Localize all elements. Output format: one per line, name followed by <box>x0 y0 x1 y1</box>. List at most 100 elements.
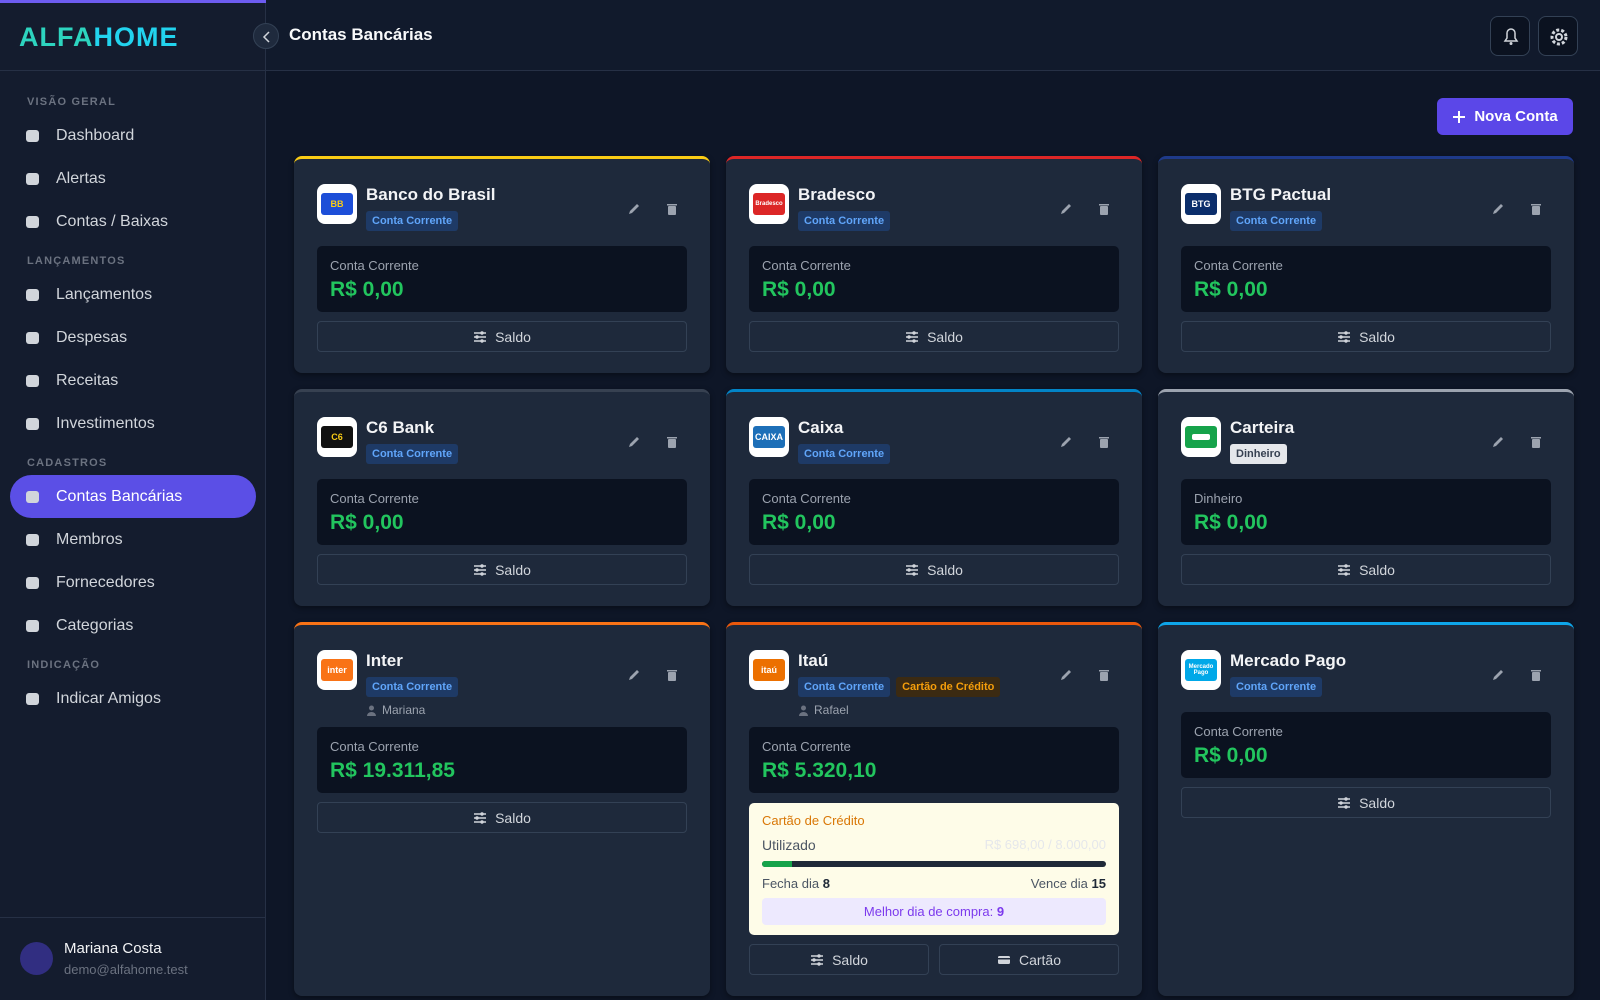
nav-item[interactable]: Lançamentos <box>10 273 256 316</box>
nav-item[interactable]: Contas Bancárias <box>10 475 256 518</box>
accounts-grid: BB Banco do Brasil Conta Corrente Conta Cor… <box>294 156 1574 996</box>
balance-value: R$ 0,00 <box>330 278 404 301</box>
delete-icon <box>1531 204 1541 215</box>
delete-icon <box>667 670 677 681</box>
closing-label: Fecha dia <box>762 876 820 891</box>
delete-button[interactable] <box>664 201 680 222</box>
nav-item[interactable]: Dashboard <box>10 114 256 157</box>
delete-button[interactable] <box>1528 434 1544 455</box>
delete-icon <box>1531 670 1541 681</box>
bank-logo: inter <box>317 650 357 690</box>
delete-button[interactable] <box>1096 434 1112 455</box>
tags: Conta Corrente <box>1230 211 1331 231</box>
card-info: Banco do Brasil Conta Corrente <box>366 184 495 244</box>
tag: Conta Corrente <box>366 444 459 464</box>
card-info: Caixa Conta Corrente <box>798 417 891 477</box>
action-label: Cartão <box>1018 951 1062 968</box>
action-button[interactable]: Saldo <box>317 554 687 585</box>
tag: Conta Corrente <box>1230 211 1323 231</box>
balance-box: Conta Corrente R$ 0,00 <box>749 479 1119 545</box>
bank-logo: BB <box>317 184 357 224</box>
edit-button[interactable] <box>626 434 642 455</box>
edit-button[interactable] <box>1490 667 1506 688</box>
action-label: Saldo <box>1359 561 1395 578</box>
edit-button[interactable] <box>1490 201 1506 222</box>
account-name: Inter <box>366 651 403 670</box>
account-card: itaú Itaú Conta Corrente Cartão de Crédito R… <box>726 622 1142 996</box>
tag: Conta Corrente <box>1230 677 1323 697</box>
balance-label: Conta Corrente <box>762 258 851 273</box>
nav-icon <box>26 619 39 632</box>
action-button[interactable]: Saldo <box>749 321 1119 352</box>
action-button[interactable]: Saldo <box>1181 787 1551 818</box>
edit-button[interactable] <box>626 201 642 222</box>
action-button[interactable]: Saldo <box>749 944 929 975</box>
balance-value: R$ 0,00 <box>330 511 404 534</box>
edit-button[interactable] <box>1490 434 1506 455</box>
nav-label: Categorias <box>56 616 134 634</box>
action-button[interactable]: Saldo <box>317 802 687 833</box>
account-name: C6 Bank <box>366 418 435 437</box>
sliders-icon <box>906 563 919 576</box>
new-account-button[interactable]: Nova Conta <box>1437 98 1573 135</box>
action-button[interactable]: Saldo <box>1181 321 1551 352</box>
settings-button[interactable] <box>1538 16 1578 56</box>
nav-item[interactable]: Categorias <box>10 604 256 647</box>
balance-box: Conta Corrente R$ 0,00 <box>317 246 687 312</box>
tags: Conta Corrente <box>1230 677 1346 697</box>
delete-button[interactable] <box>1528 201 1544 222</box>
delete-button[interactable] <box>1096 667 1112 688</box>
action-button[interactable]: Saldo <box>1181 554 1551 585</box>
delete-button[interactable] <box>1528 667 1544 688</box>
delete-icon <box>1099 437 1109 448</box>
card-actions <box>626 201 680 222</box>
action-label: Saldo <box>495 809 531 826</box>
bank-logo: BTG <box>1181 184 1221 224</box>
edit-button[interactable] <box>1058 434 1074 455</box>
nav-item[interactable]: Membros <box>10 518 256 561</box>
delete-icon <box>667 204 677 215</box>
collapse-button[interactable] <box>253 23 279 49</box>
balance-box: Conta Corrente R$ 0,00 <box>749 246 1119 312</box>
balance-label: Conta Corrente <box>1194 258 1283 273</box>
nav-item[interactable]: Contas / Baixas <box>10 200 256 243</box>
card-buttons: Saldo Cartão <box>749 944 1119 975</box>
card-info: Inter Conta Corrente Mariana <box>366 650 459 717</box>
used-amount: R$ 698,00 / 8.000,00 <box>984 837 1106 852</box>
card-buttons: Saldo <box>317 802 687 833</box>
nav-item[interactable]: Fornecedores <box>10 561 256 604</box>
tags: Conta Corrente <box>798 444 891 464</box>
card-buttons: Saldo <box>317 554 687 585</box>
card-actions <box>1058 434 1112 455</box>
notifications-button[interactable] <box>1490 16 1530 56</box>
action-button[interactable]: Saldo <box>317 321 687 352</box>
edit-button[interactable] <box>1058 201 1074 222</box>
action-button[interactable]: Saldo <box>749 554 1119 585</box>
delete-button[interactable] <box>1096 201 1112 222</box>
owner-name: Rafael <box>814 703 849 717</box>
nav-item[interactable]: Investimentos <box>10 402 256 445</box>
avatar <box>20 942 53 975</box>
nav-label: Membros <box>56 530 123 548</box>
chevron-icon <box>262 31 270 43</box>
nav-item[interactable]: Alertas <box>10 157 256 200</box>
nav-item[interactable]: Despesas <box>10 316 256 359</box>
edit-button[interactable] <box>626 667 642 688</box>
edit-button[interactable] <box>1058 667 1074 688</box>
logo-mark: BB <box>321 193 353 215</box>
action-label: Saldo <box>927 561 963 578</box>
delete-button[interactable] <box>664 667 680 688</box>
due-day: Vence dia 15 <box>1031 876 1106 891</box>
balance-label: Conta Corrente <box>1194 724 1283 739</box>
card-actions <box>1058 667 1112 688</box>
credit-panel: Cartão de Crédito Utilizado R$ 698,00 / 8.… <box>749 803 1119 935</box>
best-label: Melhor dia de compra: <box>863 904 994 919</box>
edit-icon <box>1061 670 1071 680</box>
delete-button[interactable] <box>664 434 680 455</box>
balance-value: R$ 0,00 <box>762 278 836 301</box>
nav-item[interactable]: Receitas <box>10 359 256 402</box>
action-button[interactable]: Cartão <box>939 944 1119 975</box>
nav-item[interactable]: Indicar Amigos <box>10 677 256 720</box>
card-actions <box>1058 201 1112 222</box>
used-label: Utilizado <box>762 837 816 853</box>
